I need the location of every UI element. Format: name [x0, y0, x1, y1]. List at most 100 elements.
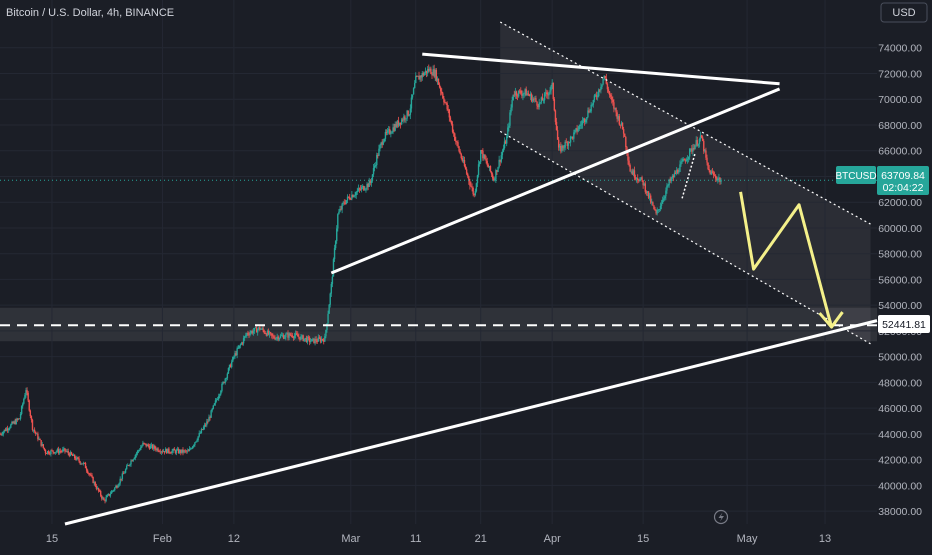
candle-body: [569, 136, 572, 143]
candle-body: [645, 191, 648, 193]
y-tick-label: 68000.00: [878, 120, 922, 132]
candle-body: [187, 450, 190, 452]
candle-body: [87, 470, 89, 474]
candle-body: [436, 78, 439, 81]
candle-body: [703, 140, 705, 152]
candle-body: [317, 337, 320, 342]
candle-body: [515, 91, 518, 96]
candle-body: [189, 448, 192, 450]
candle-body: [587, 110, 589, 118]
candle-body: [679, 164, 681, 172]
candle-body: [653, 205, 655, 210]
candle-body: [421, 73, 423, 78]
candle-body: [594, 95, 597, 97]
candle-body: [419, 75, 421, 80]
candle-body: [465, 169, 468, 174]
candle-body: [272, 335, 274, 337]
candle-body: [435, 69, 438, 81]
drawings: [0, 21, 878, 526]
candle-body: [581, 120, 584, 125]
candle-body: [611, 96, 613, 100]
candle-body: [318, 337, 321, 339]
candle-body: [291, 335, 294, 337]
candle-body: [224, 378, 226, 383]
lightning-icon[interactable]: [713, 509, 729, 525]
candle-body: [107, 493, 109, 496]
price-axis[interactable]: 74000.00 72000.00 70000.00 68000.00 66000.00…: [878, 43, 922, 518]
candle-body: [135, 453, 138, 456]
candle-body: [647, 191, 650, 198]
candle-body: [538, 102, 540, 108]
candle-body: [2, 431, 4, 435]
candle-body: [619, 124, 622, 126]
candle-body: [219, 394, 221, 397]
channel-upper-line[interactable]: [499, 21, 871, 225]
candle-body: [622, 129, 625, 134]
candle-body: [37, 433, 39, 440]
candle-body: [254, 327, 257, 329]
candle-body: [641, 177, 643, 181]
candle-body: [667, 185, 669, 187]
candle-body: [503, 141, 506, 149]
candle-body: [504, 141, 507, 144]
y-tick-label: 44000.00: [878, 429, 922, 441]
candle-body: [445, 102, 447, 104]
candle-body: [353, 195, 355, 198]
candle-body: [488, 165, 491, 168]
candle-body: [7, 428, 10, 431]
long-term-trendline[interactable]: [64, 319, 878, 526]
candle-body: [605, 78, 608, 84]
candle-body: [487, 164, 490, 168]
candle-body: [83, 462, 86, 464]
candle-body: [564, 141, 566, 148]
triangle-support-line[interactable]: [330, 87, 781, 275]
candle-body: [108, 493, 111, 496]
y-tick-label: 70000.00: [878, 94, 922, 106]
x-tick-label: Apr: [544, 533, 561, 545]
candle-body: [243, 336, 246, 339]
candle-body: [255, 327, 258, 333]
candle-body: [540, 97, 543, 103]
candle-body: [407, 110, 409, 116]
time-axis[interactable]: 15 Feb 12 Mar 11 21 Apr 15 May 13: [46, 533, 831, 545]
candle-body: [142, 442, 144, 446]
candle-body: [274, 338, 276, 340]
candle-body: [394, 123, 396, 131]
candle-body: [24, 395, 26, 399]
candle-body: [582, 118, 585, 121]
currency-label[interactable]: USD: [892, 7, 915, 19]
currency-button-frame[interactable]: [880, 2, 928, 23]
candle-body: [253, 327, 256, 332]
candle-body: [327, 313, 329, 324]
candle-body: [365, 188, 367, 190]
candle-body: [599, 89, 601, 91]
candle-body: [82, 462, 85, 465]
candle-body: [228, 364, 231, 369]
level-price-tag: 52441.81: [878, 315, 930, 333]
candle-body: [43, 447, 46, 450]
candle-body: [364, 189, 366, 191]
candle-body: [718, 177, 720, 179]
candle-body: [399, 122, 402, 125]
candle-body: [704, 150, 706, 152]
grid: [0, 0, 877, 524]
candle-body: [185, 450, 187, 452]
candle-body: [656, 210, 658, 214]
candle-body: [112, 490, 115, 491]
candle-body: [181, 449, 183, 453]
candle-body: [471, 186, 473, 188]
candle-body: [263, 330, 265, 333]
last-price-tag: [877, 166, 929, 195]
currency-button[interactable]: USD: [880, 2, 928, 23]
candle-body: [325, 330, 327, 337]
triangle-resistance-line[interactable]: [422, 52, 780, 86]
candle-body: [118, 483, 120, 486]
y-tick-label: 58000.00: [878, 249, 922, 261]
channel-lower-line[interactable]: [499, 130, 871, 345]
candle-body: [588, 110, 590, 113]
projection-path[interactable]: [739, 191, 833, 328]
candle-body: [208, 417, 210, 422]
candle-body: [236, 348, 238, 356]
candle-body: [213, 403, 216, 406]
